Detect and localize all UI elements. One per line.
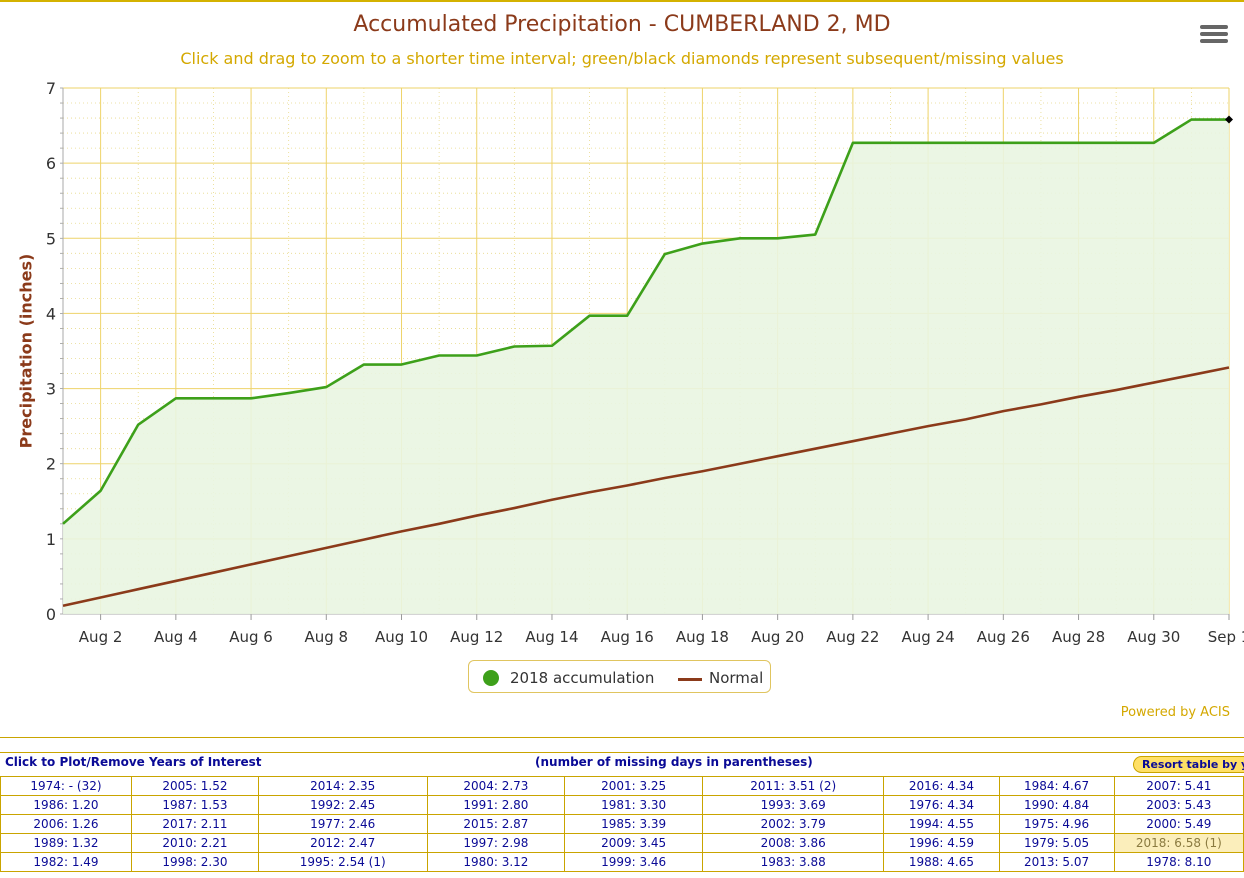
year-cell[interactable]: 1994: 4.55 — [883, 814, 1000, 834]
y-tick-label: 1 — [46, 530, 56, 549]
year-cell[interactable]: 2018: 6.58 (1) — [1113, 833, 1244, 853]
year-cell[interactable]: 1991: 2.80 — [426, 795, 566, 815]
year-cell[interactable]: 1976: 4.34 — [883, 795, 1000, 815]
x-tick-label: Aug 12 — [450, 628, 503, 646]
year-cell[interactable]: 2006: 1.26 — [0, 814, 132, 834]
y-tick-label: 2 — [46, 455, 56, 474]
year-cell[interactable]: 1996: 4.59 — [883, 833, 1000, 853]
x-tick-label: Aug 26 — [977, 628, 1030, 646]
year-cell[interactable]: 2015: 2.87 — [426, 814, 566, 834]
year-cell[interactable]: 1977: 2.46 — [257, 814, 428, 834]
table-header-center: (number of missing days in parentheses) — [535, 755, 813, 769]
year-cell[interactable]: 2008: 3.86 — [701, 833, 885, 853]
divider — [0, 752, 1244, 753]
year-cell[interactable]: 1990: 4.84 — [998, 795, 1115, 815]
x-tick-label: Aug 8 — [304, 628, 348, 646]
x-tick-label: Aug 18 — [676, 628, 729, 646]
year-cell[interactable]: 1984: 4.67 — [998, 776, 1115, 796]
y-tick-label: 4 — [46, 304, 56, 323]
year-cell[interactable]: 2009: 3.45 — [564, 833, 703, 853]
year-cell[interactable]: 1985: 3.39 — [564, 814, 703, 834]
year-cell[interactable]: 2011: 3.51 (2) — [701, 776, 885, 796]
table-header: Click to Plot/Remove Years of Interest (… — [0, 753, 1244, 776]
year-cell[interactable]: 1975: 4.96 — [998, 814, 1115, 834]
table-header-left[interactable]: Click to Plot/Remove Years of Interest — [5, 755, 262, 769]
table-row: 1982: 1.49 1998: 2.30 1995: 2.54 (1) 1980: … — [0, 852, 1244, 872]
y-tick-label: 7 — [46, 79, 56, 98]
table-row: 1974: - (32) 2005: 1.52 2014: 2.35 2004: 2.… — [0, 776, 1244, 796]
x-tick-label: Aug 6 — [229, 628, 273, 646]
year-cell[interactable]: 1988: 4.65 — [883, 852, 1000, 872]
year-cell[interactable]: 1997: 2.98 — [426, 833, 566, 853]
y-tick-label: 0 — [46, 605, 56, 624]
year-cell[interactable]: 2002: 3.79 — [701, 814, 885, 834]
year-cell[interactable]: 1980: 3.12 — [426, 852, 566, 872]
year-cell[interactable]: 2007: 5.41 — [1113, 776, 1244, 796]
x-tick-label: Aug 14 — [525, 628, 578, 646]
year-cell[interactable]: 1999: 3.46 — [564, 852, 703, 872]
chart-subtitle: Click and drag to zoom to a shorter time… — [180, 49, 1064, 68]
y-tick-label: 6 — [46, 154, 56, 173]
x-tick-label: Aug 20 — [751, 628, 804, 646]
year-cell[interactable]: 2004: 2.73 — [426, 776, 566, 796]
year-cell[interactable]: 2000: 5.49 — [1113, 814, 1244, 834]
year-cell[interactable]: 1987: 1.53 — [130, 795, 259, 815]
year-cell[interactable]: 1983: 3.88 — [701, 852, 885, 872]
resort-button[interactable]: Resort table by year — [1133, 756, 1244, 773]
year-cell[interactable]: 1982: 1.49 — [0, 852, 132, 872]
year-cell[interactable]: 2014: 2.35 — [257, 776, 428, 796]
year-cell[interactable]: 2005: 1.52 — [130, 776, 259, 796]
year-cell[interactable]: 1986: 1.20 — [0, 795, 132, 815]
x-tick-label: Aug 30 — [1127, 628, 1180, 646]
chart-title: Accumulated Precipitation - CUMBERLAND 2… — [353, 12, 891, 37]
legend-item-2018[interactable]: 2018 accumulation — [510, 669, 655, 687]
year-cell[interactable]: 1993: 3.69 — [701, 795, 885, 815]
year-cell[interactable]: 1992: 2.45 — [257, 795, 428, 815]
legend: 2018 accumulation Normal — [468, 660, 771, 693]
top-border — [0, 0, 1244, 2]
x-tick-label: Aug 10 — [375, 628, 428, 646]
year-cell[interactable]: 2012: 2.47 — [257, 833, 428, 853]
legend-dot-icon[interactable] — [483, 670, 499, 686]
series-2018-area — [63, 119, 1229, 614]
table-row: 1989: 1.32 2010: 2.21 2012: 2.47 1997: 2.98… — [0, 833, 1244, 853]
year-cell[interactable]: 2003: 5.43 — [1113, 795, 1244, 815]
year-cell[interactable]: 2013: 5.07 — [998, 852, 1115, 872]
year-cell[interactable]: 2010: 2.21 — [130, 833, 259, 853]
year-cell[interactable]: 1998: 2.30 — [130, 852, 259, 872]
table-row: 2006: 1.26 2017: 2.11 1977: 2.46 2015: 2.87… — [0, 814, 1244, 834]
year-cell[interactable]: 2001: 3.25 — [564, 776, 703, 796]
legend-line-icon[interactable] — [678, 678, 702, 681]
divider — [0, 737, 1244, 738]
legend-item-normal[interactable]: Normal — [709, 669, 764, 687]
hamburger-menu-icon[interactable] — [1198, 22, 1230, 48]
year-cell[interactable]: 1995: 2.54 (1) — [257, 852, 428, 872]
table-row: 1986: 1.20 1987: 1.53 1992: 2.45 1991: 2.80… — [0, 795, 1244, 815]
x-tick-label: Aug 4 — [154, 628, 198, 646]
year-cell[interactable]: 1981: 3.30 — [564, 795, 703, 815]
credit-link[interactable]: Powered by ACIS — [1120, 705, 1230, 720]
chart-plot[interactable]: 0 1 2 3 4 5 6 7 Aug 2 Aug 4 Aug 6 Aug 8 Aug 10 Aug 12… — [0, 0, 1244, 660]
y-tick-label: 3 — [46, 380, 56, 399]
y-axis-label: Precipitation (inches) — [16, 253, 36, 449]
year-cell[interactable]: 1974: - (32) — [0, 776, 132, 796]
series-normal-line[interactable] — [62, 366, 1230, 608]
series-2018-line[interactable] — [62, 118, 1229, 525]
year-cell[interactable]: 1979: 5.05 — [998, 833, 1115, 853]
year-cell[interactable]: 1989: 1.32 — [0, 833, 132, 853]
y-tick-label: 5 — [46, 229, 56, 248]
x-tick-label: Sep 1 — [1208, 628, 1244, 646]
year-cell[interactable]: 2017: 2.11 — [130, 814, 259, 834]
x-tick-label: Aug 24 — [902, 628, 955, 646]
x-tick-label: Aug 2 — [79, 628, 123, 646]
x-tick-label: Aug 16 — [601, 628, 654, 646]
x-tick-label: Aug 22 — [826, 628, 879, 646]
missing-value-marker[interactable] — [1225, 115, 1233, 124]
x-tick-label: Aug 28 — [1052, 628, 1105, 646]
year-cell[interactable]: 2016: 4.34 — [883, 776, 1000, 796]
years-table: 1974: - (32) 2005: 1.52 2014: 2.35 2004: 2.… — [0, 776, 1244, 872]
year-cell[interactable]: 1978: 8.10 — [1113, 852, 1244, 872]
